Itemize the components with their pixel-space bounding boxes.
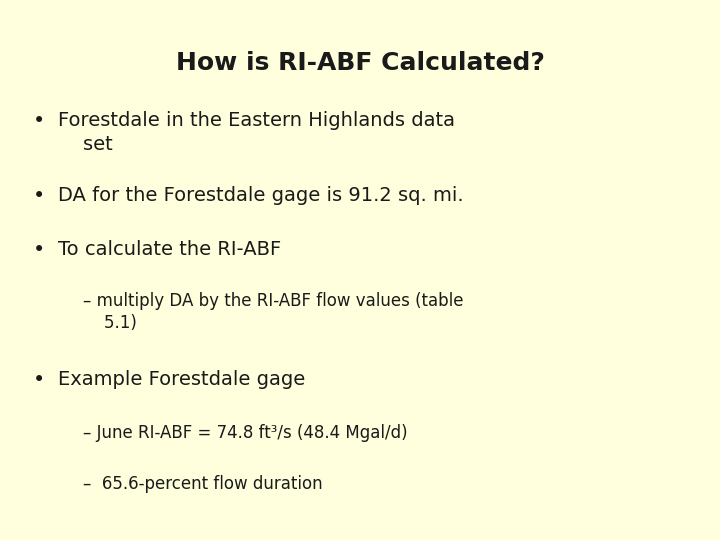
Text: – multiply DA by the RI-ABF flow values (table
    5.1): – multiply DA by the RI-ABF flow values … [83,292,463,333]
Text: •: • [32,186,45,206]
Text: –  65.6-percent flow duration: – 65.6-percent flow duration [83,475,323,493]
Text: •: • [32,240,45,260]
Text: – June RI-ABF = 74.8 ft³/s (48.4 Mgal/d): – June RI-ABF = 74.8 ft³/s (48.4 Mgal/d) [83,424,408,442]
Text: Example Forestdale gage: Example Forestdale gage [58,370,305,389]
Text: How is RI-ABF Calculated?: How is RI-ABF Calculated? [176,51,544,75]
Text: Forestdale in the Eastern Highlands data
    set: Forestdale in the Eastern Highlands data… [58,111,454,154]
Text: •: • [32,370,45,390]
Text: DA for the Forestdale gage is 91.2 sq. mi.: DA for the Forestdale gage is 91.2 sq. m… [58,186,463,205]
Text: To calculate the RI-ABF: To calculate the RI-ABF [58,240,281,259]
Text: •: • [32,111,45,131]
